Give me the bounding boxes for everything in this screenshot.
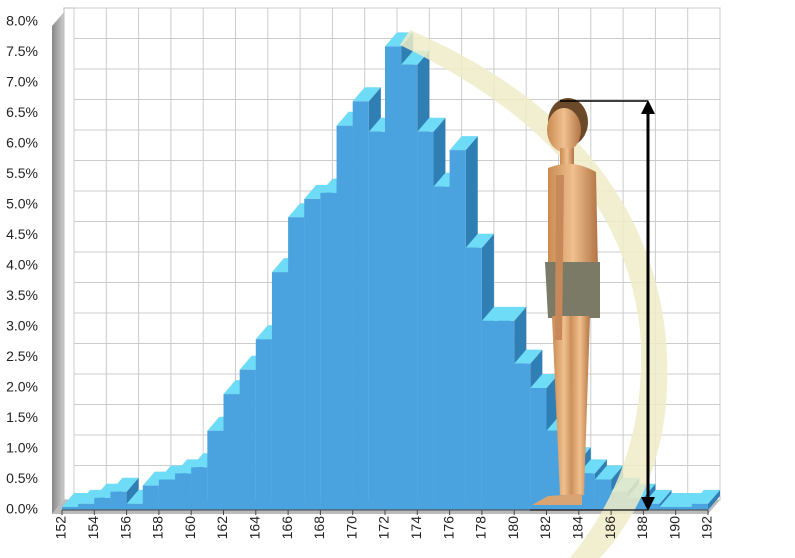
x-tick-label: 174 bbox=[408, 516, 424, 540]
y-tick-label: 4.5% bbox=[6, 226, 38, 242]
bar bbox=[191, 467, 208, 510]
bar bbox=[78, 503, 95, 510]
x-tick-label: 176 bbox=[440, 516, 456, 540]
x-tick-label: 160 bbox=[182, 516, 198, 540]
x-tick-label: 166 bbox=[279, 516, 295, 540]
bar bbox=[659, 506, 676, 510]
x-tick-label: 168 bbox=[311, 516, 327, 540]
bar bbox=[158, 479, 176, 510]
bar-top bbox=[675, 492, 704, 507]
x-tick-label: 154 bbox=[85, 516, 101, 540]
x-tick-label: 172 bbox=[376, 516, 392, 540]
bar bbox=[465, 247, 482, 510]
bar bbox=[481, 320, 499, 510]
y-tick-label: 7.5% bbox=[6, 43, 38, 59]
y-tick-label: 3.0% bbox=[6, 318, 38, 334]
bar bbox=[352, 101, 369, 511]
bar-top bbox=[417, 117, 446, 132]
x-tick-label: 182 bbox=[537, 516, 553, 540]
y-tick-label: 1.5% bbox=[6, 409, 38, 425]
bar-top bbox=[659, 492, 688, 507]
bar bbox=[62, 506, 79, 510]
axis-labels: 0.0% 0.5% 1.0% 1.5% 2.0% 2.5% 3.0% 3.5% 4.0% 4.5%… bbox=[6, 13, 715, 540]
x-tick-label: 186 bbox=[602, 516, 618, 540]
bar bbox=[449, 150, 466, 510]
x-tick-label: 152 bbox=[53, 516, 69, 540]
bar-top bbox=[481, 306, 511, 321]
bar-top bbox=[594, 465, 624, 480]
bar bbox=[401, 64, 418, 510]
illustration bbox=[400, 30, 668, 558]
human-figure bbox=[532, 98, 600, 505]
x-tick-label: 170 bbox=[343, 516, 359, 540]
bar bbox=[336, 125, 353, 510]
bar-top bbox=[62, 492, 91, 507]
bar bbox=[530, 388, 547, 510]
x-tick-label: 162 bbox=[214, 516, 230, 540]
bar bbox=[126, 503, 143, 510]
bar bbox=[385, 46, 402, 511]
y-tick-label: 3.5% bbox=[6, 287, 38, 303]
bar bbox=[255, 339, 272, 510]
bar bbox=[417, 131, 434, 511]
y-tick-label: 0.0% bbox=[6, 501, 38, 517]
x-tick-label: 188 bbox=[634, 516, 650, 540]
bar-top bbox=[110, 477, 139, 492]
bar-top bbox=[578, 459, 607, 474]
bar bbox=[239, 369, 256, 510]
bar bbox=[223, 394, 240, 510]
bar bbox=[142, 485, 159, 510]
bar bbox=[94, 497, 111, 510]
y-tick-label: 8.0% bbox=[6, 13, 38, 29]
bar-top bbox=[352, 87, 381, 102]
bar bbox=[368, 131, 385, 511]
bar-top bbox=[498, 306, 527, 321]
bar bbox=[498, 320, 515, 510]
bar bbox=[304, 198, 321, 510]
side-wall bbox=[52, 12, 64, 514]
bar bbox=[675, 506, 692, 510]
y-tick-label: 0.5% bbox=[6, 470, 38, 486]
bar bbox=[175, 473, 192, 510]
bar bbox=[207, 430, 224, 510]
x-tick-label: 158 bbox=[150, 516, 166, 540]
x-tick-label: 180 bbox=[505, 516, 521, 540]
bar bbox=[271, 272, 289, 510]
bar bbox=[433, 186, 450, 510]
bar bbox=[110, 491, 127, 510]
y-tick-label: 7.0% bbox=[6, 74, 38, 90]
x-tick-label: 190 bbox=[666, 516, 682, 540]
bar bbox=[514, 363, 531, 510]
bar-top bbox=[530, 374, 559, 388]
bars bbox=[62, 32, 720, 511]
y-tick-label: 5.5% bbox=[6, 165, 38, 181]
x-tick-label: 184 bbox=[570, 516, 586, 540]
y-tick-label: 2.0% bbox=[6, 379, 38, 395]
bar-top bbox=[691, 489, 720, 504]
x-tick-label: 178 bbox=[473, 516, 489, 540]
x-tick-label: 156 bbox=[117, 516, 133, 540]
x-tick-label: 164 bbox=[247, 516, 263, 540]
y-tick-label: 1.0% bbox=[6, 440, 38, 456]
bar-top bbox=[449, 136, 478, 151]
y-tick-label: 4.0% bbox=[6, 257, 38, 273]
y-tick-label: 2.5% bbox=[6, 348, 38, 364]
bar-top bbox=[465, 233, 494, 248]
y-tick-label: 6.5% bbox=[6, 104, 38, 120]
y-tick-label: 5.0% bbox=[6, 196, 38, 212]
bar bbox=[320, 192, 337, 511]
bar bbox=[288, 217, 305, 510]
y-tick-label: 6.0% bbox=[6, 135, 38, 151]
bar bbox=[691, 503, 708, 510]
bar-top bbox=[514, 349, 543, 364]
bar-side bbox=[708, 489, 720, 510]
x-tick-label: 192 bbox=[699, 516, 715, 540]
bar bbox=[643, 503, 660, 510]
